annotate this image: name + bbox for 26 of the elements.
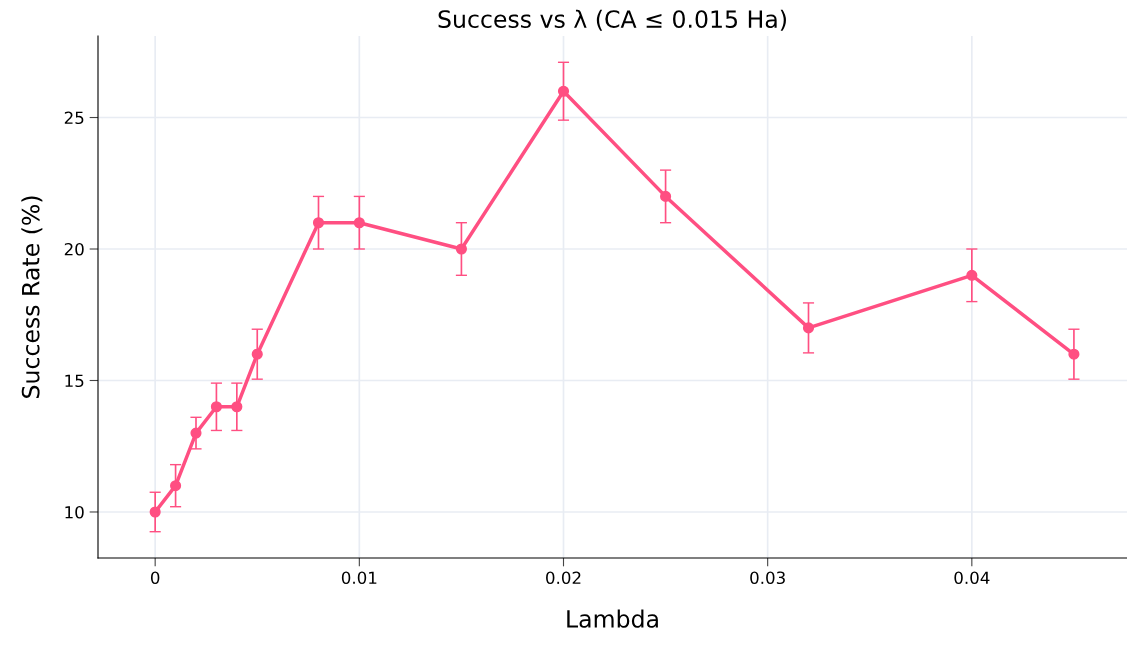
- point: [210, 401, 222, 413]
- x-tick-label: 0.01: [341, 571, 377, 585]
- y-tick-label: 15: [65, 374, 84, 388]
- x-axis-title: Lambda: [567, 609, 658, 628]
- point: [802, 322, 815, 334]
- point: [455, 243, 467, 255]
- point: [660, 190, 672, 202]
- point: [312, 217, 325, 229]
- point: [170, 480, 182, 492]
- point: [190, 427, 202, 439]
- point: [1068, 348, 1080, 360]
- y-axis-title: Success Rate (%): [21, 196, 43, 398]
- y-tick-label: 20: [64, 242, 84, 256]
- y-tick-label: 25: [64, 111, 84, 125]
- x-tick-label: 0: [150, 571, 160, 585]
- x-tick-label: 0.02: [546, 571, 581, 585]
- y-tick-label: 10: [65, 505, 84, 519]
- x-tick-label: 0.04: [954, 571, 990, 585]
- point: [353, 217, 365, 229]
- point: [231, 401, 243, 413]
- chart-title: Success vs λ (CA ≤ 0.015 Ha): [438, 9, 786, 31]
- point: [966, 269, 978, 281]
- point: [557, 85, 570, 97]
- x-tick-label: 0.03: [750, 571, 785, 585]
- point: [149, 506, 161, 518]
- point: [251, 348, 263, 360]
